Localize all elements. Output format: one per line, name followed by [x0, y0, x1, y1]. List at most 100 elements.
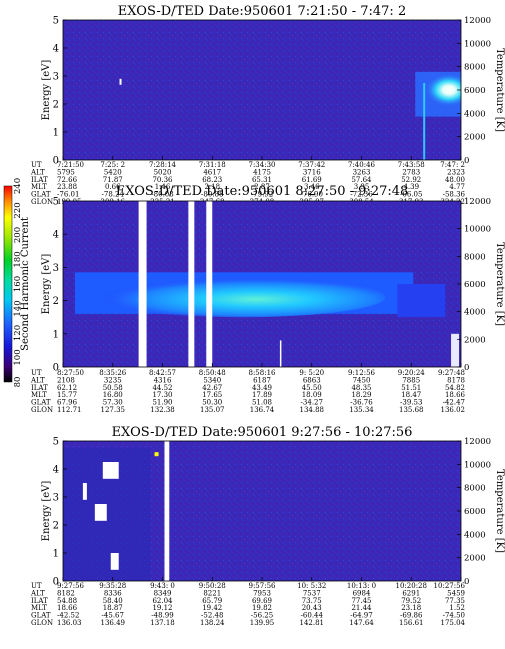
- ephemeris-value: 9: 5:20: [299, 369, 324, 377]
- ephemeris-value: 2.87: [254, 183, 270, 191]
- ephemeris-value: -72.36: [350, 191, 373, 199]
- data-gap: [119, 78, 122, 85]
- intensity-streak: [423, 83, 426, 160]
- y2-tick-label: 10000: [464, 225, 491, 235]
- ephemeris-value: -52.48: [201, 612, 223, 620]
- ephemeris-value: 3.95: [354, 183, 370, 191]
- ephemeris-value: 8336: [104, 589, 122, 597]
- ephemeris-value: 3235: [104, 376, 122, 384]
- ephemeris-value: 0.66: [105, 183, 121, 191]
- ephemeris-row-label: UT: [31, 369, 42, 377]
- ephemeris-value: 135.07: [200, 406, 225, 414]
- ephemeris-value: 4175: [253, 168, 271, 176]
- data-gap: [206, 201, 213, 367]
- ephemeris-value: 52.92: [401, 176, 421, 184]
- ephemeris-value: 1.46: [155, 183, 171, 191]
- ephemeris-value: 57.30: [103, 399, 123, 407]
- ephemeris-value: 136.02: [441, 406, 466, 414]
- ephemeris-value: 127.35: [101, 406, 126, 414]
- ephemeris-value: 9:57:56: [249, 582, 277, 590]
- ephemeris-value: 23.88: [57, 183, 77, 191]
- ephemeris-value: 8221: [203, 589, 221, 597]
- ephemeris-value: 62.04: [152, 597, 173, 605]
- ephemeris-value: 79.52: [401, 597, 421, 605]
- ephemeris-value: 18.09: [302, 391, 322, 399]
- ephemeris-value: 9:43: 0: [150, 582, 175, 590]
- ephemeris-value: 136.03: [57, 619, 82, 627]
- ephemeris-value: 21.44: [351, 604, 372, 612]
- ephemeris-value: 7:31:18: [199, 161, 226, 169]
- y2-tick-label: 8000: [464, 252, 486, 262]
- ephemeris-value: 20.43: [302, 604, 322, 612]
- ephemeris-value: 5020: [154, 168, 172, 176]
- ephemeris-value: 50.58: [103, 384, 123, 392]
- ephemeris-value: 7:34:30: [249, 161, 276, 169]
- y2-tick-label: 12000: [464, 437, 491, 447]
- ephemeris-value: 112.71: [57, 406, 82, 414]
- ephemeris-value: -34.27: [301, 399, 323, 407]
- colorbar-scale: [3, 185, 13, 383]
- y-tick-label: 5: [53, 16, 59, 27]
- ephemeris-value: 2108: [57, 376, 75, 384]
- ephemeris-value: 7537: [303, 589, 321, 597]
- ephemeris-value: 7450: [353, 376, 371, 384]
- ephemeris-value: 8349: [154, 589, 172, 597]
- ephemeris-value: 147.64: [349, 619, 374, 627]
- y2-tick-label: 10000: [464, 39, 491, 49]
- ephemeris-value: 132.38: [150, 406, 175, 414]
- ephemeris-value: 139.95: [250, 619, 275, 627]
- ephemeris-row-label: ILAT: [31, 597, 48, 605]
- intensity-tail: [397, 284, 446, 318]
- y-tick-label: 0: [53, 156, 59, 167]
- ephemeris-value: -76.90: [301, 191, 323, 199]
- ephemeris-value: 9:27:48: [438, 369, 465, 377]
- y2-tick-label: 10000: [464, 460, 491, 470]
- ephemeris-value: 10:27:56: [434, 582, 466, 590]
- colorbar-tick-label: 200: [13, 227, 23, 243]
- ephemeris-value: 18.66: [445, 391, 466, 399]
- ephemeris-value: 51.90: [152, 399, 172, 407]
- ephemeris-row-label: GLAT: [31, 612, 51, 620]
- ephemeris-value: 8182: [57, 589, 75, 597]
- ephemeris-value: 68.23: [202, 176, 222, 184]
- chart-title: EXOS-D/TED Date:950601 8:27:50 - 9:27:48: [116, 184, 409, 199]
- ephemeris-value: -66.05: [400, 191, 422, 199]
- y2-tick-label: 2000: [464, 554, 486, 564]
- ephemeris-row-label: GLON: [31, 619, 53, 627]
- chart-title: EXOS-D/TED Date:950601 7:21:50 - 7:47: 2: [118, 4, 406, 19]
- data-gap: [164, 441, 170, 581]
- ephemeris-value: 5340: [203, 376, 221, 384]
- ephemeris-value: 71.87: [103, 176, 123, 184]
- ephemeris-value: -69.86: [400, 612, 423, 620]
- ephemeris-value: 137.18: [150, 619, 175, 627]
- ephemeris-value: 4.77: [449, 183, 465, 191]
- ephemeris-value: -45.67: [102, 612, 124, 620]
- ephemeris-value: -74.50: [443, 612, 465, 620]
- y-axis-label: Energy [eV]: [41, 60, 52, 121]
- y2-tick-label: 0: [464, 156, 469, 166]
- y2-tick-label: 4000: [464, 308, 486, 318]
- y-tick-label: 4: [53, 44, 59, 55]
- ephemeris-value: 23.18: [401, 604, 421, 612]
- y2-tick-label: 4000: [464, 530, 486, 540]
- colorbar-tick-label: 140: [13, 300, 23, 316]
- ephemeris-value: 136.49: [101, 619, 126, 627]
- y2-tick-label: 6000: [464, 86, 486, 96]
- ephemeris-value: 18.47: [401, 391, 421, 399]
- ephemeris-value: 6984: [353, 589, 371, 597]
- y-tick-label: 1: [53, 549, 59, 560]
- ephemeris-value: 51.51: [401, 384, 421, 392]
- ephemeris-row-label: ALT: [30, 168, 45, 176]
- intensity-core: [98, 277, 386, 318]
- ephemeris-value: 61.69: [302, 176, 322, 184]
- chart-title: EXOS-D/TED Date:950601 9:27:56 - 10:27:5…: [112, 425, 413, 440]
- y-tick-label: 0: [53, 363, 59, 374]
- ephemeris-value: -64.97: [350, 612, 372, 620]
- data-gap: [102, 462, 119, 479]
- ephemeris-value: 45.50: [302, 384, 322, 392]
- ephemeris-value: -58.36: [443, 191, 466, 199]
- ephemeris-value: 6863: [303, 376, 321, 384]
- y2-tick-label: 12000: [464, 197, 491, 207]
- data-gap: [451, 333, 460, 367]
